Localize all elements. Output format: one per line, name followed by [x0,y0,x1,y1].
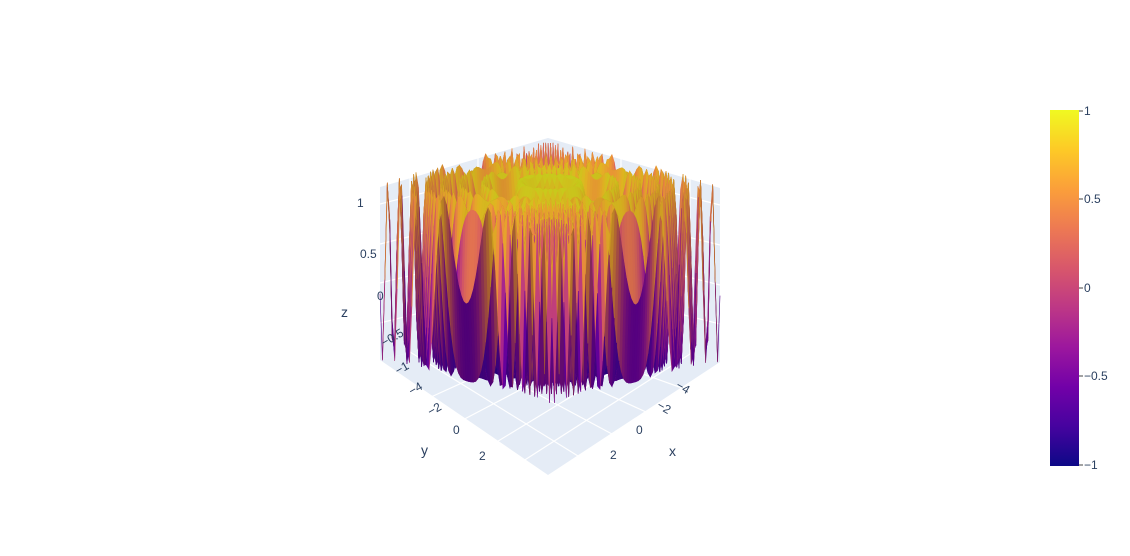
x-tick--4: −4 [674,378,693,397]
y-tick--2: −2 [425,399,444,418]
surface-mesh[interactable] [379,142,721,403]
z-tick-0: 0 [377,289,384,303]
y-tick-2: 2 [479,449,486,463]
colorbar: 1 0.5 0 −0.5 −1 [1050,104,1108,472]
x-tick--2: −2 [655,398,674,417]
surface-cell [549,318,555,403]
colorbar-label--1: −1 [1084,458,1098,472]
z-tick--1: −1 [392,358,411,377]
x-axis: −4 −2 0 2 x [610,378,693,462]
z-tick-0.5: 0.5 [360,247,377,261]
colorbar-label-1: 1 [1084,104,1091,118]
z-axis-title: z [341,304,348,320]
y-tick--4: −4 [406,379,425,398]
x-axis-title: x [669,443,676,459]
colorbar-gradient [1050,110,1079,466]
colorbar-label-0: 0 [1084,281,1091,295]
z-tick-1: 1 [357,196,364,210]
y-axis: −4 −2 0 2 y [406,379,486,463]
colorbar-label--0.5: −0.5 [1084,369,1108,383]
x-tick-2: 2 [610,448,617,462]
y-tick-0: 0 [453,423,460,437]
colorbar-label-0.5: 0.5 [1084,192,1101,206]
x-tick-0: 0 [636,423,643,437]
y-axis-title: y [421,442,428,458]
